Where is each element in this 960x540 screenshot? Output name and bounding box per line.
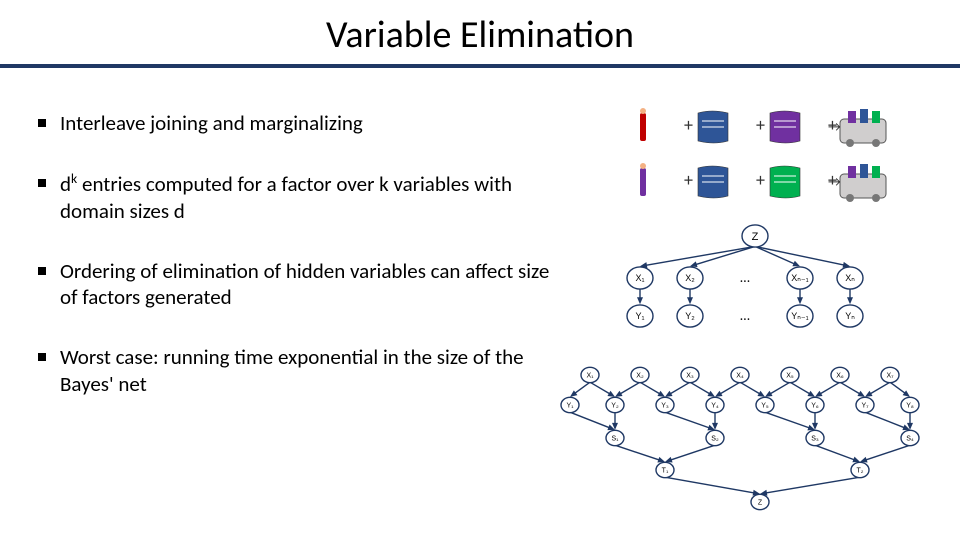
svg-text:+: +: [684, 169, 693, 191]
svg-text:Yₙ₋₁: Yₙ₋₁: [791, 311, 808, 321]
svg-text:Y₂: Y₂: [685, 311, 695, 321]
title-divider: [0, 64, 960, 68]
bullet-list: Interleave joining and marginalizing dk …: [38, 110, 558, 431]
bullet-2: dk entries computed for a factor over k …: [38, 170, 558, 224]
svg-text:Y₂: Y₂: [611, 402, 619, 409]
pictograms: +++→+++→: [620, 100, 920, 210]
svg-text:…: …: [740, 307, 750, 324]
bullet-marker: [38, 267, 46, 275]
svg-text:Y₄: Y₄: [711, 402, 719, 409]
svg-text:…: …: [740, 269, 750, 286]
svg-text:→: →: [828, 173, 841, 190]
svg-text:S₃: S₃: [811, 435, 819, 442]
bullet-text: Interleave joining and marginalizing: [60, 110, 363, 136]
svg-text:X₇: X₇: [886, 372, 894, 379]
svg-text:X₁: X₁: [586, 372, 594, 379]
svg-text:Y₁: Y₁: [566, 402, 574, 409]
svg-text:Yₙ: Yₙ: [845, 311, 855, 321]
svg-text:+: +: [684, 114, 693, 136]
svg-text:+: +: [756, 114, 765, 136]
svg-text:Z: Z: [752, 231, 759, 243]
svg-text:T₁: T₁: [662, 467, 669, 474]
svg-text:Y₆: Y₆: [811, 402, 819, 409]
svg-text:Y₇: Y₇: [861, 402, 869, 409]
bullet-text: Ordering of elimination of hidden variab…: [60, 258, 558, 311]
svg-text:X₄: X₄: [736, 372, 744, 379]
network-diagram: X₁ X₂ X₃ X₄ X₅ X₆ X₇ Y₁ Y₂ Y₃ Y₄ Y₅ Y₆ Y₇ Y₈ S₁ S₂ S₃ S₄ T₁…: [560, 360, 940, 520]
svg-text:Y₈: Y₈: [906, 402, 914, 409]
svg-text:Y₃: Y₃: [661, 402, 669, 409]
svg-text:X₂: X₂: [636, 372, 644, 379]
slide-title: Variable Elimination: [0, 12, 960, 58]
bullet-marker: [38, 353, 46, 361]
svg-text:X₆: X₆: [836, 372, 844, 379]
bullet-1: Interleave joining and marginalizing: [38, 110, 558, 136]
svg-text:S₁: S₁: [611, 435, 619, 442]
svg-text:T₂: T₂: [857, 467, 864, 474]
svg-text:X₃: X₃: [686, 372, 694, 379]
bullet-marker: [38, 179, 46, 187]
bullet-4: Worst case: running time exponential in …: [38, 344, 558, 397]
svg-text:Y₁: Y₁: [635, 311, 644, 321]
svg-text:Y₅: Y₅: [761, 402, 769, 409]
tree-diagram: Z X₁ X₂ Xₙ₋₁ Xₙ Y₁ Y₂ Yₙ₋₁ Yₙ … …: [570, 218, 930, 338]
svg-text:X₅: X₅: [786, 372, 794, 379]
svg-text:Z: Z: [758, 499, 763, 506]
svg-text:X₂: X₂: [685, 273, 695, 283]
svg-text:X₁: X₁: [635, 273, 644, 283]
bullet-3: Ordering of elimination of hidden variab…: [38, 258, 558, 311]
slide: Variable Elimination Interleave joining …: [0, 0, 960, 540]
bullet-marker: [38, 119, 46, 127]
svg-text:Xₙ: Xₙ: [845, 273, 855, 283]
bullet-text: dk entries computed for a factor over k …: [60, 170, 558, 224]
svg-text:Xₙ₋₁: Xₙ₋₁: [791, 273, 808, 283]
svg-text:S₄: S₄: [906, 435, 914, 442]
svg-text:+: +: [756, 169, 765, 191]
svg-text:S₂: S₂: [711, 435, 719, 442]
illustrations: +++→+++→ ZX₁X₂Xₙ₋₁XₙY₁Y₂Yₙ₋₁Yₙ…… X₁X₂X₃X…: [570, 100, 940, 520]
svg-text:→: →: [828, 118, 841, 135]
title-area: Variable Elimination: [0, 0, 960, 58]
bullet-text: Worst case: running time exponential in …: [60, 344, 558, 397]
